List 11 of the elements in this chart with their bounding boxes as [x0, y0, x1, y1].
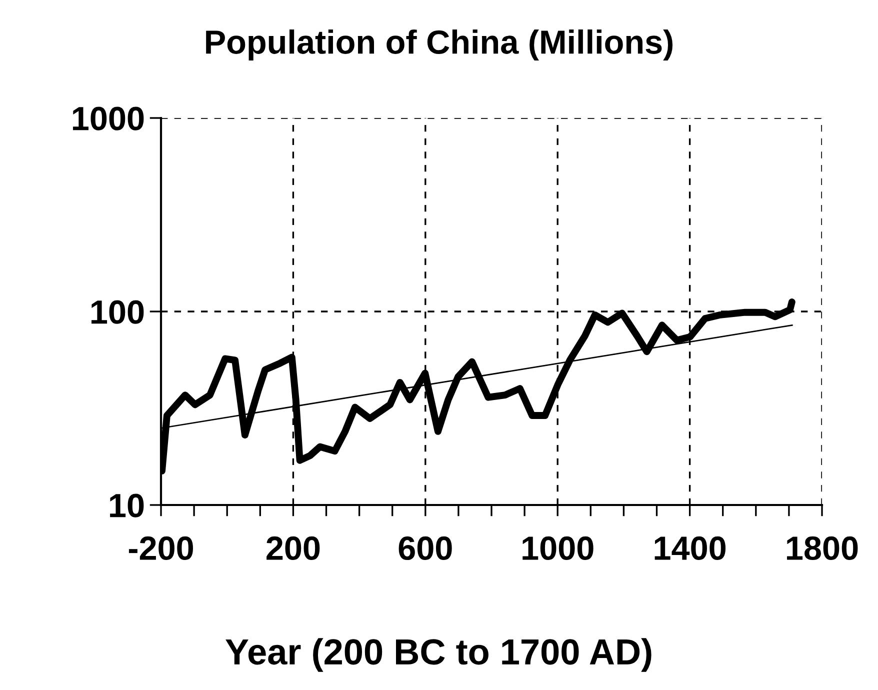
x-tick-label: 1800	[787, 536, 858, 560]
y-tick-label: 100	[92, 300, 144, 324]
x-axis-title: Year (200 BC to 1700 AD)	[226, 638, 652, 672]
y-tick-label: 1000	[72, 106, 144, 130]
x-tick-label: 200	[266, 536, 320, 560]
y-tick-label: 10	[110, 494, 144, 518]
x-tick-label: 1400	[654, 536, 726, 560]
chart-title: Population of China (Millions)	[206, 29, 673, 61]
x-tick-label: 1000	[522, 536, 594, 560]
x-tick-label: 600	[398, 536, 452, 560]
x-tick-label: -200	[128, 536, 193, 560]
